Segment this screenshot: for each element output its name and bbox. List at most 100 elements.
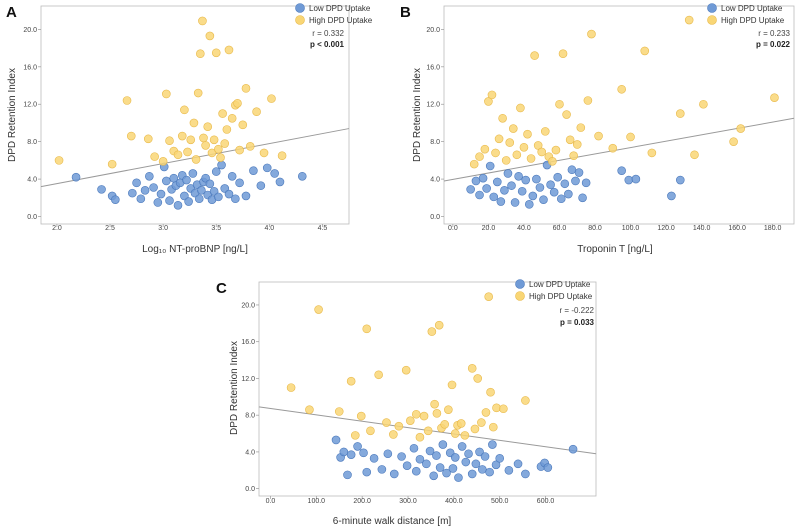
point-high-uptake (555, 99, 564, 109)
point-low-uptake (353, 442, 362, 451)
x-tick-label: 0.0 (266, 498, 276, 505)
point-high-uptake (356, 411, 366, 421)
stat-r-a: r = 0.332 (312, 29, 344, 38)
point-high-uptake (519, 142, 529, 152)
point-low-uptake (489, 192, 499, 202)
y-tick-label: 0.0 (430, 214, 440, 221)
y-tick-label: 16.0 (426, 64, 440, 71)
point-low-uptake (568, 444, 578, 454)
point-low-uptake (256, 181, 266, 190)
point-low-uptake (524, 200, 534, 209)
point-high-uptake (238, 120, 248, 130)
x-tick-label: 80.0 (588, 225, 602, 232)
point-high-uptake (415, 432, 425, 442)
point-high-uptake (183, 147, 192, 157)
point-high-uptake (481, 408, 491, 417)
stat-p-a: p < 0.001 (310, 40, 345, 49)
point-low-uptake (556, 194, 566, 204)
point-high-uptake (267, 94, 276, 103)
point-high-uptake (374, 370, 383, 380)
point-high-uptake (165, 136, 174, 146)
point-high-uptake (150, 152, 159, 161)
point-low-uptake (528, 191, 538, 201)
point-low-uptake (249, 166, 258, 175)
y-axis-title-c: DPD Retention Index (229, 341, 240, 435)
points-a (54, 16, 307, 210)
point-low-uptake (495, 454, 505, 463)
point-high-uptake (233, 99, 242, 108)
point-high-uptake (350, 431, 360, 440)
y-tick-label: 12.0 (426, 102, 440, 109)
point-low-uptake (235, 178, 244, 188)
points-c (286, 292, 578, 482)
regression-line-b (443, 117, 795, 182)
x-axis-title-b: Troponin T [ng/L] (577, 244, 653, 255)
point-low-uptake (488, 440, 497, 449)
point-low-uptake (485, 467, 494, 477)
point-high-uptake (494, 134, 504, 144)
point-low-uptake (491, 460, 501, 470)
point-low-uptake (492, 177, 502, 187)
point-low-uptake (617, 166, 626, 175)
y-tick-label: 12.0 (23, 102, 37, 109)
point-high-uptake (334, 407, 344, 416)
y-axis-title-b: DPD Retention Index (412, 68, 423, 162)
point-high-uptake (220, 139, 230, 148)
point-low-uptake (450, 453, 460, 462)
point-high-uptake (505, 138, 515, 147)
legend-a: Low DPD Uptake High DPD Uptake (295, 3, 373, 25)
y-tick-label: 16.0 (241, 339, 255, 346)
legend-marker-high-b (707, 15, 717, 25)
point-low-uptake (485, 161, 495, 171)
panel-c: C 0.0 100.0 200.0 300.0 400.0 500.0 600.0 0.0 4.… (216, 279, 597, 527)
point-low-uptake (136, 194, 146, 204)
point-high-uptake (467, 364, 477, 373)
point-low-uptake (543, 463, 553, 472)
legend-marker-high-c (515, 291, 525, 301)
point-low-uptake (331, 435, 341, 445)
point-low-uptake (359, 448, 368, 458)
point-high-uptake (191, 155, 201, 164)
legend-c: Low DPD Uptake High DPD Uptake (515, 279, 593, 301)
legend-label-low-a: Low DPD Uptake (309, 4, 371, 13)
point-low-uptake (675, 175, 685, 185)
y-tick-label: 12.0 (241, 376, 255, 383)
point-low-uptake (270, 169, 279, 178)
point-high-uptake (537, 147, 547, 157)
y-tick-label: 8.0 (27, 139, 37, 146)
point-low-uptake (448, 464, 458, 473)
point-low-uptake (482, 184, 491, 193)
point-high-uptake (107, 159, 117, 169)
x-tick-label: 3.0 (158, 225, 168, 232)
point-high-uptake (576, 123, 586, 132)
point-high-uptake (521, 396, 530, 405)
point-low-uptake (471, 459, 481, 469)
point-low-uptake (631, 174, 641, 184)
point-low-uptake (560, 179, 570, 189)
point-low-uptake (162, 176, 171, 186)
point-high-uptake (540, 127, 550, 136)
point-high-uptake (690, 150, 699, 160)
point-low-uptake (156, 189, 166, 199)
point-high-uptake (475, 152, 484, 161)
stat-r-b: r = 0.233 (758, 29, 790, 38)
x-tick-label: 300.0 (399, 498, 417, 505)
legend-label-low-c: Low DPD Uptake (529, 280, 591, 289)
point-high-uptake (551, 145, 561, 155)
x-tick-label: 3.5 (211, 225, 221, 232)
point-low-uptake (514, 171, 523, 181)
x-tick-label: 2.0 (52, 225, 62, 232)
point-low-uptake (194, 194, 204, 204)
point-low-uptake (564, 189, 573, 199)
point-low-uptake (535, 183, 545, 192)
point-low-uptake (153, 198, 163, 207)
point-high-uptake (583, 96, 593, 105)
point-high-uptake (480, 144, 490, 154)
y-tick-label: 8.0 (430, 139, 440, 146)
point-high-uptake (406, 416, 415, 425)
point-high-uptake (186, 135, 196, 145)
point-low-uptake (182, 175, 191, 185)
point-high-uptake (158, 157, 168, 166)
point-high-uptake (189, 118, 199, 128)
